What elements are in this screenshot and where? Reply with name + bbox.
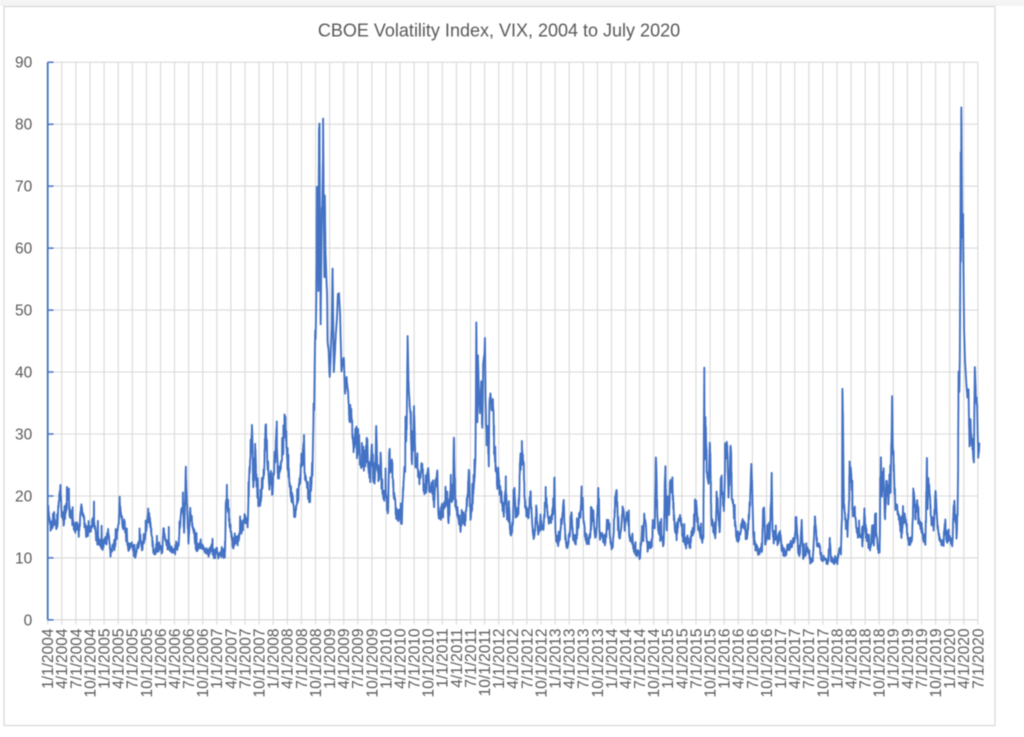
svg-text:10/1/2015: 10/1/2015: [703, 629, 720, 698]
svg-text:4/1/2005: 4/1/2005: [111, 629, 128, 689]
svg-text:CBOE Volatility Index, VIX, 20: CBOE Volatility Index, VIX, 2004 to July…: [318, 21, 680, 41]
svg-text:4/1/2009: 4/1/2009: [336, 629, 353, 689]
svg-text:10/1/2016: 10/1/2016: [759, 629, 776, 698]
svg-text:1/1/2005: 1/1/2005: [97, 629, 114, 689]
svg-text:1/1/2018: 1/1/2018: [829, 629, 846, 689]
svg-text:1/1/2007: 1/1/2007: [209, 629, 226, 689]
svg-text:7/1/2015: 7/1/2015: [688, 629, 705, 689]
svg-text:7/1/2005: 7/1/2005: [125, 629, 142, 689]
svg-text:7/1/2014: 7/1/2014: [632, 628, 649, 689]
svg-text:40: 40: [15, 364, 33, 381]
svg-text:4/1/2017: 4/1/2017: [787, 629, 804, 689]
svg-text:4/1/2006: 4/1/2006: [167, 629, 184, 689]
svg-text:4/1/2007: 4/1/2007: [223, 629, 240, 689]
svg-text:4/1/2016: 4/1/2016: [731, 629, 748, 689]
svg-text:1/1/2008: 1/1/2008: [266, 629, 283, 689]
svg-text:7/1/2006: 7/1/2006: [181, 629, 198, 689]
svg-text:10: 10: [15, 550, 33, 567]
svg-text:50: 50: [15, 303, 33, 320]
svg-text:7/1/2012: 7/1/2012: [519, 629, 536, 689]
svg-text:10/1/2017: 10/1/2017: [815, 629, 832, 698]
svg-text:80: 80: [15, 117, 33, 134]
svg-text:1/1/2012: 1/1/2012: [491, 629, 508, 689]
svg-text:1/1/2009: 1/1/2009: [322, 629, 339, 689]
svg-text:10/1/2005: 10/1/2005: [139, 629, 156, 698]
svg-text:70: 70: [15, 179, 33, 196]
svg-text:1/1/2010: 1/1/2010: [378, 628, 395, 689]
svg-text:1/1/2004: 1/1/2004: [40, 628, 57, 689]
svg-text:7/1/2018: 7/1/2018: [858, 629, 875, 689]
svg-text:7/1/2017: 7/1/2017: [801, 629, 818, 689]
svg-text:1/1/2020: 1/1/2020: [942, 628, 959, 689]
svg-text:1/1/2017: 1/1/2017: [773, 629, 790, 689]
svg-text:7/1/2007: 7/1/2007: [237, 629, 254, 689]
svg-text:4/1/2018: 4/1/2018: [844, 629, 861, 689]
svg-text:10/1/2009: 10/1/2009: [364, 629, 381, 698]
svg-text:4/1/2014: 4/1/2014: [618, 628, 635, 689]
svg-text:10/1/2014: 10/1/2014: [646, 628, 663, 697]
svg-text:10/1/2004: 10/1/2004: [82, 628, 99, 697]
svg-text:10/1/2010: 10/1/2010: [421, 628, 438, 697]
svg-text:4/1/2013: 4/1/2013: [562, 629, 579, 689]
svg-text:30: 30: [15, 426, 33, 443]
svg-text:60: 60: [15, 241, 33, 258]
svg-text:10/1/2019: 10/1/2019: [928, 629, 945, 698]
svg-text:4/1/2010: 4/1/2010: [392, 628, 409, 689]
svg-text:4/1/2011: 4/1/2011: [449, 629, 466, 688]
svg-text:4/1/2019: 4/1/2019: [900, 629, 917, 689]
svg-text:1/1/2015: 1/1/2015: [660, 629, 677, 689]
svg-text:4/1/2008: 4/1/2008: [280, 629, 297, 689]
svg-text:10/1/2012: 10/1/2012: [533, 629, 550, 698]
svg-text:1/1/2013: 1/1/2013: [548, 629, 565, 689]
svg-text:7/1/2011: 7/1/2011: [463, 629, 480, 688]
svg-text:1/1/2016: 1/1/2016: [717, 629, 734, 689]
svg-text:4/1/2020: 4/1/2020: [956, 628, 973, 689]
svg-text:10/1/2008: 10/1/2008: [308, 629, 325, 698]
svg-text:20: 20: [15, 488, 33, 505]
svg-text:4/1/2015: 4/1/2015: [674, 629, 691, 689]
svg-text:7/1/2008: 7/1/2008: [294, 629, 311, 689]
svg-text:7/1/2020: 7/1/2020: [970, 628, 987, 689]
svg-text:0: 0: [24, 612, 33, 629]
svg-text:7/1/2004: 7/1/2004: [68, 628, 85, 689]
svg-text:10/1/2006: 10/1/2006: [195, 629, 212, 698]
svg-text:10/1/2018: 10/1/2018: [872, 629, 889, 698]
svg-text:1/1/2011: 1/1/2011: [435, 629, 452, 688]
svg-text:1/1/2006: 1/1/2006: [153, 629, 170, 689]
svg-text:7/1/2010: 7/1/2010: [407, 628, 424, 689]
svg-text:90: 90: [15, 55, 33, 72]
svg-text:1/1/2014: 1/1/2014: [604, 628, 621, 689]
svg-text:7/1/2016: 7/1/2016: [745, 629, 762, 689]
svg-text:7/1/2019: 7/1/2019: [914, 629, 931, 689]
svg-text:10/1/2011: 10/1/2011: [477, 629, 494, 697]
svg-text:4/1/2012: 4/1/2012: [505, 629, 522, 689]
svg-text:7/1/2013: 7/1/2013: [576, 629, 593, 689]
svg-text:4/1/2004: 4/1/2004: [54, 628, 71, 689]
svg-text:7/1/2009: 7/1/2009: [350, 629, 367, 689]
svg-text:10/1/2013: 10/1/2013: [590, 629, 607, 698]
svg-text:10/1/2007: 10/1/2007: [252, 629, 269, 698]
svg-text:1/1/2019: 1/1/2019: [886, 629, 903, 689]
